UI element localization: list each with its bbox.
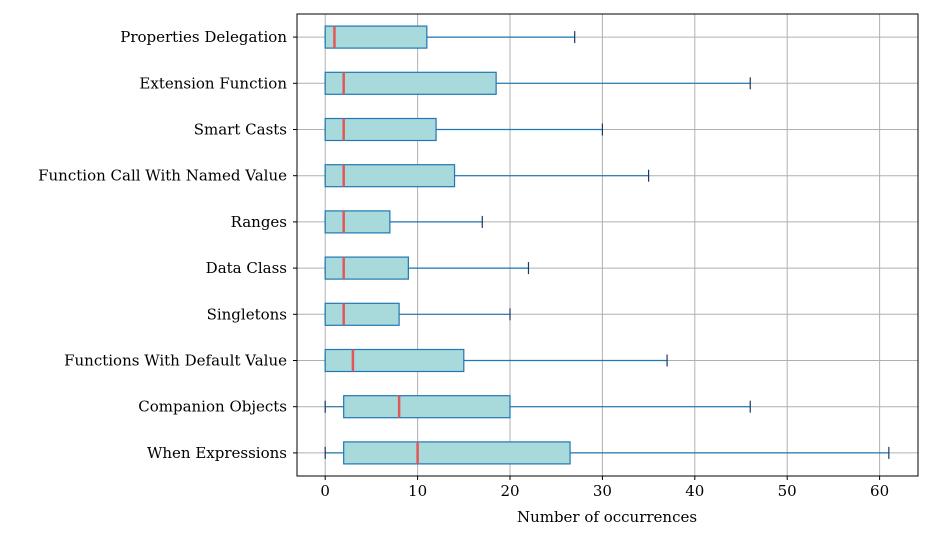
box-plot-item [324, 348, 668, 373]
y-tick-labels: Properties Delegation Extension Function S… [38, 28, 297, 462]
box-iqr [324, 256, 409, 280]
category-label: Data Class [206, 259, 287, 277]
box-iqr [324, 117, 437, 142]
box-plot-item [324, 210, 483, 234]
box-iqr [324, 25, 428, 49]
box-iqr [343, 441, 571, 465]
x-tick-label: 10 [408, 482, 427, 500]
category-label: When Expressions [147, 444, 287, 462]
x-tick-label: 50 [778, 482, 797, 500]
x-tick-label: 30 [593, 482, 612, 500]
box-plot-item [324, 395, 751, 419]
category-label: Extension Function [139, 74, 287, 92]
category-label: Properties Delegation [120, 28, 287, 46]
box-plot-item [324, 25, 576, 49]
box-iqr [324, 302, 400, 326]
box-plot-item [324, 71, 751, 95]
box-plot-item [324, 441, 890, 465]
box-plot-item [324, 164, 650, 188]
box-plot-item [324, 256, 530, 280]
category-label: Companion Objects [138, 398, 287, 416]
box-iqr [324, 210, 391, 234]
x-tick-label: 20 [500, 482, 519, 500]
x-tick-labels: 0 10 20 30 40 50 60 [320, 476, 889, 500]
box-plot-item [324, 117, 604, 142]
box-plot-item [324, 302, 511, 326]
plot-frame [296, 13, 919, 477]
category-label: Singletons [207, 305, 287, 323]
category-label: Smart Casts [194, 121, 287, 139]
box-iqr [343, 395, 511, 419]
boxes [324, 25, 890, 465]
box-iqr [324, 348, 465, 373]
x-tick-label: 0 [320, 482, 330, 500]
box-iqr [324, 71, 497, 95]
category-label: Function Call With Named Value [38, 167, 287, 185]
x-axis-label: Number of occurrences [517, 508, 697, 526]
category-label: Functions With Default Value [64, 352, 287, 370]
x-tick-label: 60 [870, 482, 889, 500]
box-iqr [324, 164, 456, 188]
x-tick-label: 40 [685, 482, 704, 500]
category-label: Ranges [231, 213, 287, 231]
